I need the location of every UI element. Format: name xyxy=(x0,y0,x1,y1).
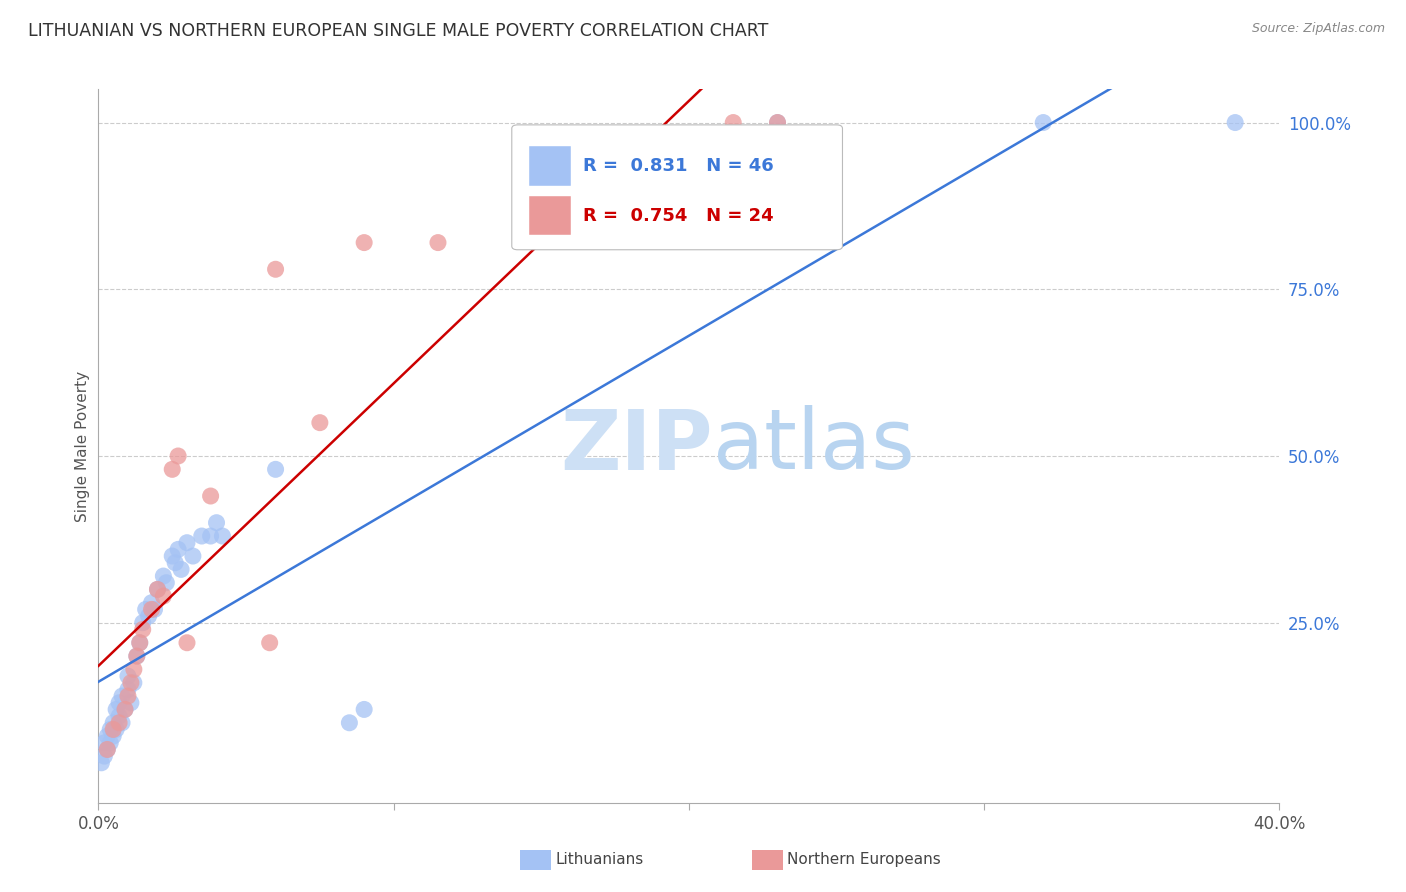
Point xyxy=(135,602,157,616)
Point xyxy=(128,636,150,650)
Point xyxy=(152,569,174,583)
Point xyxy=(1032,115,1054,129)
Point xyxy=(93,749,115,764)
Text: LITHUANIAN VS NORTHERN EUROPEAN SINGLE MALE POVERTY CORRELATION CHART: LITHUANIAN VS NORTHERN EUROPEAN SINGLE M… xyxy=(28,22,769,40)
Point xyxy=(96,742,118,756)
Point xyxy=(108,696,131,710)
Point xyxy=(339,715,360,730)
Point xyxy=(114,702,136,716)
Text: Lithuanians: Lithuanians xyxy=(555,853,644,867)
Point xyxy=(143,602,166,616)
Point xyxy=(167,449,190,463)
Point xyxy=(117,689,139,703)
Point xyxy=(152,589,174,603)
Point xyxy=(211,529,233,543)
FancyBboxPatch shape xyxy=(530,146,571,186)
Point xyxy=(125,649,148,664)
Point xyxy=(200,489,222,503)
Point xyxy=(141,596,163,610)
Point xyxy=(117,682,139,697)
Point xyxy=(146,582,169,597)
Point xyxy=(122,662,145,676)
Point xyxy=(128,636,150,650)
Text: atlas: atlas xyxy=(713,406,914,486)
Point xyxy=(120,675,142,690)
Point xyxy=(111,715,134,730)
Point xyxy=(138,609,160,624)
Point xyxy=(98,723,121,737)
Point xyxy=(353,702,375,716)
Point xyxy=(165,556,187,570)
Point xyxy=(191,529,214,543)
Point xyxy=(108,709,131,723)
Point xyxy=(103,723,125,737)
Text: Northern Europeans: Northern Europeans xyxy=(787,853,941,867)
Point xyxy=(125,649,148,664)
Point xyxy=(766,115,789,129)
Point xyxy=(108,715,131,730)
Point xyxy=(259,636,281,650)
Point xyxy=(167,542,190,557)
Point xyxy=(170,562,193,576)
Point xyxy=(122,675,145,690)
Point xyxy=(114,702,136,716)
Point xyxy=(132,615,155,630)
Point xyxy=(176,535,198,549)
Point xyxy=(98,736,121,750)
Point xyxy=(1223,115,1246,129)
Point xyxy=(111,689,134,703)
Point xyxy=(117,669,139,683)
Point xyxy=(766,115,789,129)
FancyBboxPatch shape xyxy=(530,196,571,235)
Point xyxy=(105,702,128,716)
Point xyxy=(353,235,375,250)
Point xyxy=(103,729,125,743)
Point xyxy=(146,582,169,597)
Point xyxy=(200,529,222,543)
Point xyxy=(162,549,183,563)
Point xyxy=(90,756,112,770)
Text: R =  0.831   N = 46: R = 0.831 N = 46 xyxy=(582,157,773,175)
Text: ZIP: ZIP xyxy=(560,406,713,486)
Point xyxy=(93,736,115,750)
Text: Source: ZipAtlas.com: Source: ZipAtlas.com xyxy=(1251,22,1385,36)
Text: R =  0.754   N = 24: R = 0.754 N = 24 xyxy=(582,207,773,225)
Point xyxy=(96,742,118,756)
Point xyxy=(205,516,228,530)
Point xyxy=(132,623,155,637)
Point xyxy=(176,636,198,650)
Y-axis label: Single Male Poverty: Single Male Poverty xyxy=(75,370,90,522)
FancyBboxPatch shape xyxy=(512,125,842,250)
Point xyxy=(141,602,163,616)
Point xyxy=(181,549,204,563)
Point xyxy=(155,575,177,590)
Point xyxy=(723,115,745,129)
Point xyxy=(264,262,287,277)
Point xyxy=(96,729,118,743)
Point xyxy=(427,235,450,250)
Point xyxy=(103,715,125,730)
Point xyxy=(309,416,332,430)
Point xyxy=(264,462,287,476)
Point xyxy=(162,462,183,476)
Point xyxy=(120,696,142,710)
Point xyxy=(105,723,128,737)
